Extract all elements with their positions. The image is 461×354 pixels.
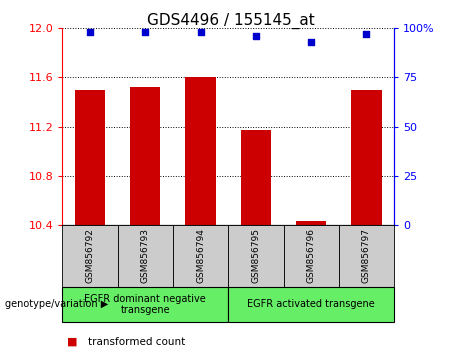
Text: GDS4496 / 155145_at: GDS4496 / 155145_at xyxy=(147,12,314,29)
Point xyxy=(307,39,315,45)
Text: EGFR dominant negative
transgene: EGFR dominant negative transgene xyxy=(84,293,206,315)
Text: transformed count: transformed count xyxy=(88,337,185,347)
Text: GSM856794: GSM856794 xyxy=(196,228,205,283)
Point xyxy=(142,29,149,35)
Text: ■: ■ xyxy=(67,337,77,347)
Bar xyxy=(241,130,271,225)
Bar xyxy=(351,90,382,225)
Point xyxy=(197,29,204,35)
Text: EGFR activated transgene: EGFR activated transgene xyxy=(247,299,375,309)
Bar xyxy=(130,87,160,225)
Text: GSM856797: GSM856797 xyxy=(362,228,371,283)
Text: GSM856793: GSM856793 xyxy=(141,228,150,283)
Point xyxy=(86,29,94,35)
Text: GSM856792: GSM856792 xyxy=(85,228,95,283)
Bar xyxy=(185,77,216,225)
Point xyxy=(252,33,260,39)
Text: GSM856796: GSM856796 xyxy=(307,228,316,283)
Point xyxy=(363,32,370,37)
Text: genotype/variation ▶: genotype/variation ▶ xyxy=(5,299,108,309)
Bar xyxy=(296,221,326,225)
Bar xyxy=(75,90,105,225)
Text: GSM856795: GSM856795 xyxy=(251,228,260,283)
